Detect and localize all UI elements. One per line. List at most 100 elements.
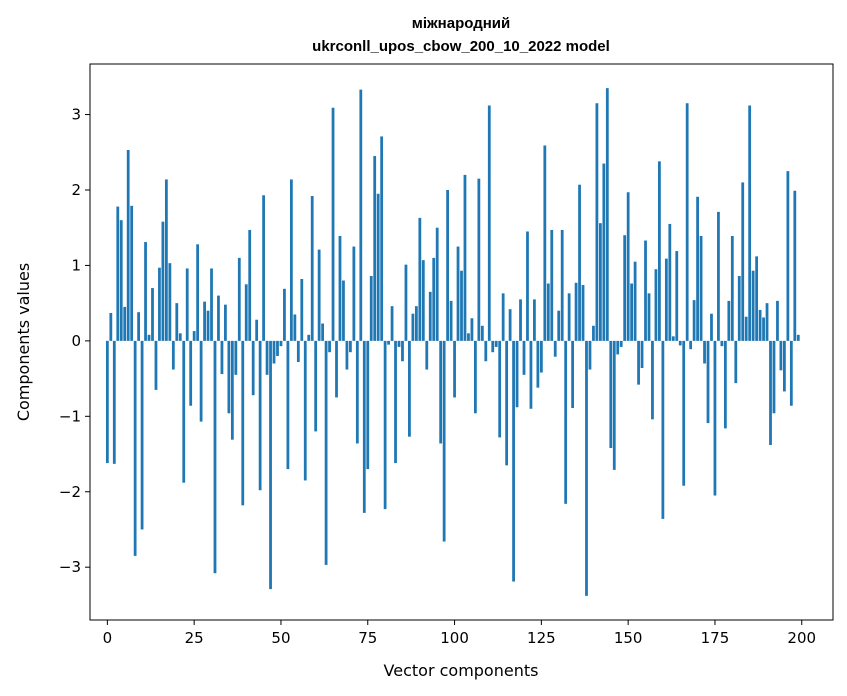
bar [637, 340, 640, 385]
bar [269, 340, 272, 590]
x-tick-label: 100 [440, 629, 469, 647]
y-tick-label: −3 [59, 558, 81, 576]
bar [748, 105, 752, 341]
bar [626, 192, 630, 341]
bar [335, 340, 338, 398]
bar [755, 256, 759, 341]
bar [234, 340, 238, 375]
x-tick-label: 175 [701, 629, 730, 647]
bar [210, 268, 213, 341]
x-axis: 0 25 50 75 100 125 150 175 200 [103, 620, 816, 647]
bar [512, 340, 515, 582]
bar [522, 340, 526, 375]
bar [328, 340, 331, 353]
bar [598, 223, 602, 341]
bar [630, 283, 634, 341]
bar [321, 323, 325, 341]
bar [432, 257, 436, 341]
bar [300, 279, 304, 341]
bar [151, 288, 154, 341]
plot-frame [89, 63, 834, 621]
bar [286, 340, 290, 470]
bar [567, 293, 571, 341]
bar [689, 340, 693, 350]
bar [112, 340, 116, 464]
bar [574, 282, 578, 341]
bar [352, 246, 356, 341]
y-axis-label: Components values [14, 263, 33, 421]
bar [435, 227, 439, 341]
bar [126, 150, 130, 341]
bar [241, 340, 245, 506]
bar [213, 340, 217, 574]
bar [289, 179, 293, 341]
bar [588, 340, 592, 370]
bar [414, 306, 418, 341]
bar [734, 340, 738, 384]
bar [571, 340, 574, 409]
bar [769, 340, 772, 445]
bar [390, 306, 394, 341]
bar [203, 301, 206, 341]
bar [258, 340, 262, 491]
bar [119, 220, 123, 341]
y-tick-label: −1 [59, 407, 81, 425]
bar [592, 325, 595, 341]
bar [550, 229, 554, 341]
bar [529, 340, 533, 409]
bar [668, 223, 672, 341]
bar [605, 88, 609, 341]
bar [519, 299, 522, 341]
bar [248, 229, 252, 341]
bar [526, 231, 529, 341]
bar [446, 189, 449, 341]
bar [581, 285, 585, 341]
bar [293, 314, 297, 341]
bar [692, 300, 696, 341]
bar [182, 340, 186, 483]
bar [730, 236, 734, 341]
bar [706, 340, 710, 424]
bar [345, 340, 349, 370]
bar [206, 310, 210, 341]
chart-subtitle: ukrconll_upos_cbow_200_10_2022 model [312, 38, 610, 55]
bar [310, 196, 314, 341]
bar [619, 340, 623, 347]
bar [699, 236, 703, 341]
y-tick-label: 2 [71, 181, 81, 199]
bar [411, 313, 415, 341]
chart-title: міжнародний [412, 15, 510, 32]
bar [720, 340, 724, 347]
bar [758, 309, 762, 341]
bar [765, 303, 769, 341]
bar [237, 257, 241, 341]
bar [272, 340, 276, 364]
bar [217, 295, 220, 341]
bar [133, 340, 137, 556]
bar [658, 161, 661, 341]
bar [789, 340, 793, 406]
bar [380, 136, 384, 341]
bar [505, 340, 509, 466]
bar [463, 174, 467, 341]
x-tick-label: 75 [358, 629, 377, 647]
bar [501, 293, 505, 341]
bar [460, 270, 463, 341]
bar [737, 275, 741, 341]
bar [154, 340, 158, 390]
y-tick-label: 0 [71, 332, 81, 350]
bar [515, 340, 519, 408]
bar [744, 316, 748, 341]
bar [428, 291, 432, 341]
bar [158, 267, 161, 341]
bar [480, 325, 484, 341]
x-tick-label: 50 [271, 629, 290, 647]
bar [623, 235, 627, 341]
bar [387, 340, 390, 345]
bar [717, 211, 720, 341]
bar [408, 340, 411, 437]
bar [342, 280, 345, 341]
bar [741, 182, 745, 341]
bar [349, 340, 352, 353]
